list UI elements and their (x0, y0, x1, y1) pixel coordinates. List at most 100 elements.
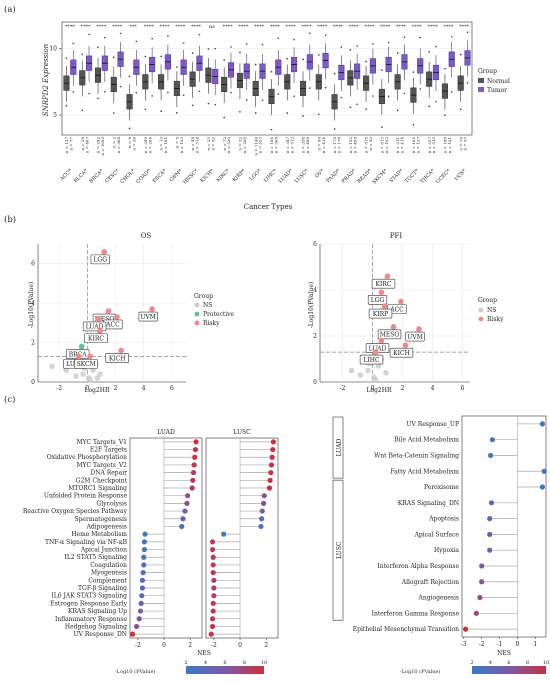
lusc-dot (270, 439, 277, 445)
pfi-legend: Group NS Risky (478, 297, 504, 323)
os-legend-protective: Protective (203, 311, 235, 318)
lusc-dot (208, 631, 214, 637)
lusc-dot (209, 546, 216, 553)
os-label-box (138, 311, 158, 322)
lusc-dot (209, 616, 216, 622)
lusc-dot (211, 593, 217, 599)
significance-label: *** (129, 24, 137, 30)
pfi-legend-title: Group (478, 297, 497, 304)
pfi-y-label: -Log10(PValue) (308, 282, 315, 329)
significance-label: **** (223, 24, 234, 30)
pfi-label-box (368, 308, 393, 319)
n-tumor-label: n = 77 (68, 137, 73, 151)
lusc-dot (210, 554, 216, 560)
normal-outlier (333, 72, 336, 75)
luad-dot (136, 616, 142, 622)
normal-outlier (97, 97, 99, 100)
luad-frame (129, 437, 203, 639)
tumor-outlier (324, 34, 327, 37)
normal-outlier (428, 50, 430, 53)
significance-label: **** (144, 24, 155, 30)
significance-label: **** (160, 24, 171, 30)
pfi-ns-point (365, 367, 371, 374)
right-colorbar-tick-label: 8 (526, 660, 529, 666)
pfi-y-tick-label: 0 (313, 379, 317, 386)
tumor-outlier (372, 42, 374, 45)
n-tumor-label: n = 288 (147, 137, 152, 154)
tumor-outlier (245, 99, 248, 101)
n-tumor-label: n = 57 (463, 137, 468, 151)
tumor-outlier (450, 90, 453, 93)
luad-dot (141, 554, 147, 560)
n-tumor-label: n = 288 (242, 137, 247, 154)
n-tumor-label: n = 304 (116, 137, 121, 154)
significance-label: **** (112, 24, 123, 30)
os-legend-title: Group (194, 293, 213, 300)
normal-outlier (381, 69, 383, 71)
pfi-point-label: KIRP (373, 311, 388, 318)
os-y-tick-label: 6 (31, 261, 35, 268)
lusc-dot (266, 485, 273, 491)
luad-dot (130, 631, 136, 637)
right-pathway-label: Bile Acid Metabolism (394, 437, 459, 444)
tumor-outlier (466, 31, 469, 34)
significance-label: **** (317, 24, 328, 30)
os-legend-risky-dot (194, 320, 200, 326)
pfi-x-tick-label: 6 (461, 385, 465, 392)
os-x-tick-label: 0 (85, 385, 89, 392)
significance-label: **** (81, 24, 92, 30)
normal-outlier (412, 123, 415, 126)
pfi-label-box (377, 329, 402, 340)
tumor-outlier (419, 88, 422, 90)
group-label-lusc: LUSC (336, 541, 343, 559)
os-y-tick-label: 4 (31, 300, 35, 307)
normal-outlier (459, 53, 462, 56)
pfi-label-leader (377, 340, 382, 344)
category-tick-label: TGCT* (404, 168, 421, 185)
os-legend: Group NS Protective Risky (194, 293, 235, 327)
gsea-panels: LUAD LUSC NES NES -Log10 (PValue) -Log10… (23, 415, 549, 675)
n-normal-label: n = 1146 (253, 137, 258, 156)
normal-outlier (302, 58, 304, 61)
os-ns-point (90, 367, 96, 373)
n-tumor-label: n = 407 (84, 137, 89, 154)
n-normal-label: n = 9 (127, 137, 132, 148)
n-tumor-label: n = 523 (258, 137, 263, 154)
luad-pathway-label: MYC Targets_V2 (76, 462, 127, 469)
pfi-label-box (405, 331, 425, 342)
right-dot (479, 563, 485, 569)
luad-pathway-label: UV Response_DN (74, 631, 127, 638)
tumor-outlier (403, 92, 406, 95)
luad-pathway-label: KRAS Signaling Up (68, 608, 127, 615)
right-pathway-label: Allograft Rejection (401, 579, 459, 586)
category-tick-label: KICH* (199, 168, 215, 184)
right-colorbar-label: -Log10 (PValue) (400, 668, 440, 675)
boxplot-frame (61, 21, 473, 136)
tumor-outlier (356, 45, 358, 47)
right-pathway-label: Angiogenesis (418, 595, 459, 602)
tumor-outlier (182, 42, 185, 44)
right-x-tick-label: -2 (479, 641, 485, 648)
n-normal-label: n = 347 (285, 137, 290, 154)
tumor-outlier (230, 46, 232, 48)
right-dot (487, 531, 493, 537)
os-y-label: -Log10(PValue) (28, 282, 35, 329)
tumor-outlier (104, 36, 106, 39)
luad-dot (182, 508, 188, 514)
luad-pathway-label: IL6 JAK STAT3 Signaling (51, 593, 127, 600)
lusc-x-tick-label: -2 (211, 642, 217, 649)
luad-dot (179, 523, 185, 530)
right-pathway-label: Interferon Alpha Response (377, 563, 459, 570)
right-dot (488, 500, 495, 506)
normal-outlier (97, 46, 99, 49)
lusc-dot (268, 470, 274, 476)
n-normal-label: n = 78 (458, 137, 463, 151)
os-point-label: KIRC (88, 336, 104, 343)
normal-outlier (254, 63, 257, 66)
luad-pathway-label: Inflammatory Response (55, 616, 128, 623)
luad-x-tick-label: 0 (162, 642, 166, 649)
lusc-dot (270, 446, 276, 453)
pfi-point-label: UVM (407, 334, 423, 341)
n-normal-label: n = 44 (190, 137, 195, 151)
category-tick-label: THCA* (419, 168, 436, 185)
